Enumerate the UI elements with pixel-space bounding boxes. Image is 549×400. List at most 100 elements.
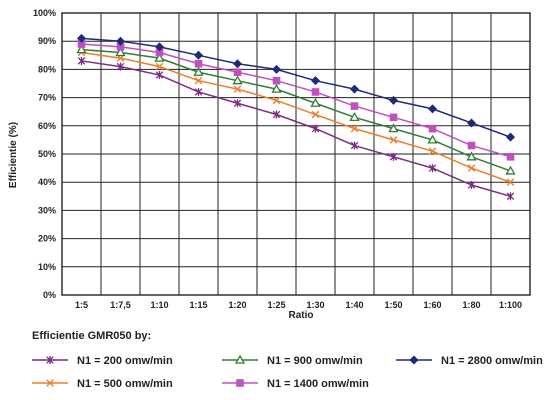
data-point [388,123,399,133]
data-point [76,33,87,43]
data-point [155,62,164,71]
data-point [194,59,203,68]
y-tick-label: 90% [38,36,56,46]
data-point [467,181,476,190]
data-point [311,124,320,133]
data-point [310,97,321,107]
series-5 [76,33,516,142]
data-point [466,151,477,161]
series-line [81,37,511,138]
legend-item: N1 = 2800 omw/min [396,355,543,367]
y-tick-label: 50% [38,149,56,159]
legend-marker [236,379,244,387]
data-point [467,164,476,172]
data-point [154,42,165,52]
data-point [388,95,399,105]
y-axis-title: Efficientie (%) [8,122,19,188]
data-point [310,76,321,86]
data-point [311,110,320,119]
y-tick-label: 60% [38,121,56,131]
data-point [272,76,281,85]
legend-marker [46,379,54,387]
legend-label: N1 = 500 omw/min [77,378,173,390]
data-point [506,192,515,201]
y-tick-label: 70% [38,93,56,103]
data-point [350,141,359,150]
y-tick-label: 10% [38,262,56,272]
y-tick-label: 30% [38,205,56,215]
data-point [272,96,281,105]
x-tick-label: 1:40 [345,300,363,310]
legend-label: N1 = 2800 omw/min [441,355,543,367]
data-point [233,99,242,108]
data-point [116,62,125,71]
x-tick-label: 1:7,5 [110,300,131,310]
data-point [193,66,204,76]
x-tick-label: 1:30 [306,300,324,310]
data-point [506,153,515,161]
data-point [349,84,360,94]
data-point [155,71,164,80]
tick-labels: 1:5 1:7,5 1:10 1:15 1:20 1:25 1:30 1:40 1:50 1:60… [33,8,522,310]
data-point [77,56,86,65]
data-point [233,85,242,93]
data-point [232,75,243,85]
data-point [427,134,438,144]
data-point [232,59,243,69]
x-tick-label: 1:10 [150,300,168,310]
y-tick-label: 40% [38,177,56,187]
data-point [467,141,476,150]
data-point [427,104,438,114]
series-line [81,48,511,172]
y-tick-label: 100% [33,8,56,18]
legend-marker [409,355,419,365]
x-tick-label: 1:50 [384,300,402,310]
y-tick-label: 20% [38,234,56,244]
data-point [311,88,320,96]
legend-marker [46,356,54,364]
data-point [272,110,281,119]
data-point [350,124,359,133]
data-point [194,87,203,96]
y-tick-label: 0% [43,290,56,300]
series-lines [76,33,516,201]
legend-marker [234,354,246,364]
data-point [428,124,437,133]
data-point [233,68,242,77]
data-point [271,64,282,74]
x-tick-label: 1:5 [75,300,88,310]
data-point [389,113,398,122]
data-point [76,44,87,54]
legend-label: N1 = 900 omw/min [267,355,363,367]
x-axis-title: Ratio [289,310,314,321]
series-line [81,43,511,158]
x-tick-label: 1:100 [499,300,522,310]
series-line [81,51,511,183]
data-point [115,47,126,57]
y-tick-label: 80% [38,64,56,74]
data-point [115,36,126,46]
data-point [271,83,282,93]
series-3 [76,44,516,175]
grid [61,12,531,296]
x-tick-label: 1:80 [462,300,480,310]
data-point [466,118,477,128]
data-point [428,147,437,155]
legend: N1 = 200 omw/min N1 = 500 omw/min N1 = 900… [32,354,543,390]
legend-item: N1 = 900 omw/min [222,354,363,367]
legend-item: N1 = 500 omw/min [32,378,173,390]
x-tick-label: 1:25 [267,300,285,310]
data-point [349,112,360,121]
x-tick-label: 1:60 [423,300,441,310]
series-1 [77,56,515,201]
data-point [428,164,437,173]
data-point [389,152,398,161]
x-tick-label: 1:20 [228,300,246,310]
data-point [505,132,516,142]
legend-item: N1 = 200 omw/min [32,355,173,367]
legend-item: N1 = 1400 omw/min [222,378,369,390]
data-point [389,136,398,144]
data-point [194,76,203,85]
data-point [505,165,516,175]
